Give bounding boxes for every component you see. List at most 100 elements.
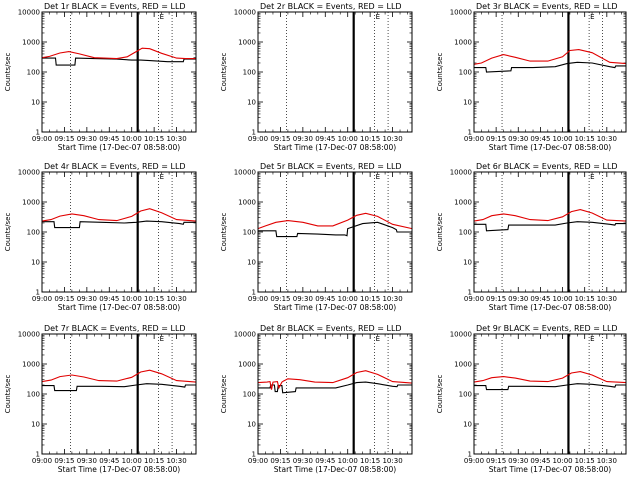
- y-axis-label: Counts/sec: [220, 375, 228, 414]
- x-axis-label: Start Time (17-Dec-07 08:58:00): [58, 303, 180, 312]
- x-tick-label: 10:15: [144, 135, 164, 143]
- y-axis-label: Counts/sec: [4, 213, 12, 252]
- marker-label: E: [590, 173, 594, 181]
- y-axis-label: Counts/sec: [436, 213, 444, 252]
- x-tick-label: 10:15: [144, 457, 164, 465]
- panel-8: Det 8r BLACK = Events, RED = LLD Counts/s…: [220, 324, 413, 474]
- panel-title: Det 6r BLACK = Events, RED = LLD: [476, 162, 618, 171]
- panel-3: Det 3r BLACK = Events, RED = LLD Counts/s…: [436, 2, 627, 152]
- y-tick-label: 100: [243, 69, 256, 77]
- series-lld: [41, 47, 196, 60]
- x-axis-label: Start Time (17-Dec-07 08:58:00): [58, 465, 180, 474]
- y-tick-label: 10: [463, 421, 472, 429]
- y-tick-label: 100: [459, 69, 472, 77]
- plot-frame: [257, 171, 413, 293]
- x-tick-label: 10:15: [575, 457, 595, 465]
- x-tick-label: 09:00: [248, 295, 268, 303]
- plot-frame: [41, 11, 197, 133]
- y-tick-label: 10000: [234, 331, 256, 339]
- x-axis-label: Start Time (17-Dec-07 08:58:00): [274, 143, 396, 152]
- y-tick-label: 1: [468, 129, 472, 137]
- x-axis-label: Start Time (17-Dec-07 08:58:00): [489, 465, 611, 474]
- x-tick-label: 09:45: [315, 135, 335, 143]
- x-tick-label: 09:30: [293, 295, 313, 303]
- x-axis-label: Start Time (17-Dec-07 08:58:00): [274, 465, 396, 474]
- x-tick-label: 09:45: [315, 295, 335, 303]
- y-tick-label: 10000: [450, 331, 472, 339]
- y-tick-label: 10000: [234, 169, 256, 177]
- x-tick-label: 10:00: [122, 135, 142, 143]
- x-tick-label: 09:45: [99, 135, 119, 143]
- x-tick-label: 10:00: [122, 295, 142, 303]
- x-tick-label: 10:00: [552, 457, 572, 465]
- y-tick-label: 1000: [454, 199, 472, 207]
- x-tick-label: 10:30: [166, 135, 186, 143]
- x-tick-label: 09:30: [508, 295, 528, 303]
- x-tick-label: 09:30: [508, 457, 528, 465]
- x-tick-label: 09:15: [270, 457, 290, 465]
- panel-title: Det 8r BLACK = Events, RED = LLD: [260, 324, 402, 333]
- panel-title: Det 4r BLACK = Events, RED = LLD: [44, 162, 186, 171]
- x-tick-label: 09:00: [248, 135, 268, 143]
- y-tick-label: 10000: [450, 169, 472, 177]
- panel-9: Det 9r BLACK = Events, RED = LLD Counts/s…: [436, 324, 627, 474]
- y-tick-label: 10000: [234, 9, 256, 17]
- x-tick-label: 10:00: [338, 457, 358, 465]
- y-tick-label: 1: [468, 451, 472, 459]
- x-axis-label: Start Time (17-Dec-07 08:58:00): [58, 143, 180, 152]
- x-tick-label: 09:15: [54, 135, 74, 143]
- y-tick-label: 1000: [454, 39, 472, 47]
- plot-frame: [473, 11, 627, 133]
- series-lld: [473, 49, 627, 65]
- panel-1: Det 1r BLACK = Events, RED = LLD Counts/s…: [4, 2, 197, 152]
- marker-label: E: [376, 335, 380, 343]
- series-events: [42, 383, 196, 392]
- y-tick-label: 1: [252, 129, 256, 137]
- panel-6: Det 6r BLACK = Events, RED = LLD Counts/s…: [436, 162, 627, 312]
- x-axis-label: Start Time (17-Dec-07 08:58:00): [489, 143, 611, 152]
- x-tick-label: 09:30: [77, 135, 97, 143]
- y-axis-label: Counts/sec: [436, 375, 444, 414]
- x-tick-label: 10:15: [360, 295, 380, 303]
- x-tick-label: 09:15: [54, 457, 74, 465]
- x-tick-label: 10:30: [166, 295, 186, 303]
- panel-title: Det 1r BLACK = Events, RED = LLD: [44, 2, 186, 11]
- y-tick-label: 100: [27, 69, 40, 77]
- x-tick-label: 10:15: [575, 295, 595, 303]
- x-tick-label: 10:30: [597, 135, 617, 143]
- x-tick-label: 10:30: [166, 457, 186, 465]
- x-axis-label: Start Time (17-Dec-07 08:58:00): [489, 303, 611, 312]
- y-tick-label: 100: [243, 391, 256, 399]
- x-tick-label: 10:30: [597, 295, 617, 303]
- x-tick-label: 10:30: [382, 135, 402, 143]
- panel-4: Det 4r BLACK = Events, RED = LLD Counts/s…: [4, 162, 197, 312]
- y-tick-label: 100: [459, 391, 472, 399]
- x-tick-label: 10:15: [360, 135, 380, 143]
- x-tick-label: 09:00: [248, 457, 268, 465]
- x-tick-label: 09:45: [530, 135, 550, 143]
- panel-5: Det 5r BLACK = Events, RED = LLD Counts/s…: [220, 162, 413, 312]
- x-tick-label: 10:30: [597, 457, 617, 465]
- panel-7: Det 7r BLACK = Events, RED = LLD Counts/s…: [4, 324, 197, 474]
- y-tick-label: 10000: [18, 331, 40, 339]
- y-tick-label: 10: [463, 99, 472, 107]
- x-tick-label: 09:00: [32, 135, 52, 143]
- x-tick-label: 10:15: [575, 135, 595, 143]
- x-tick-label: 09:15: [54, 295, 74, 303]
- y-tick-label: 1: [36, 451, 40, 459]
- x-tick-label: 10:00: [338, 135, 358, 143]
- x-tick-label: 09:30: [293, 457, 313, 465]
- y-tick-label: 10000: [450, 9, 472, 17]
- y-tick-label: 100: [459, 229, 472, 237]
- x-tick-label: 09:45: [530, 457, 550, 465]
- x-tick-label: 09:30: [508, 135, 528, 143]
- y-tick-label: 1: [468, 289, 472, 297]
- plot-frame: [257, 11, 413, 133]
- y-tick-label: 10: [463, 259, 472, 267]
- x-tick-label: 09:30: [77, 295, 97, 303]
- series-lld: [257, 370, 413, 390]
- x-tick-label: 09:30: [77, 457, 97, 465]
- marker-label: E: [160, 173, 164, 181]
- y-tick-label: 10: [31, 99, 40, 107]
- plot-frame: [473, 171, 627, 293]
